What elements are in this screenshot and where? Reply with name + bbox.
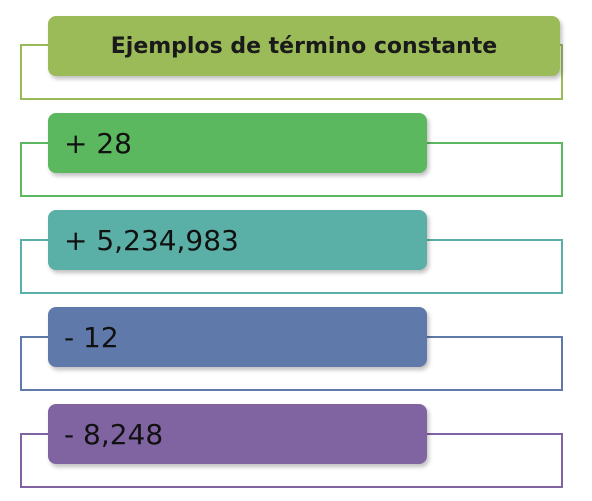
item-text: - 12 bbox=[64, 320, 119, 354]
item-text: - 8,248 bbox=[64, 417, 164, 451]
item-box: - 12 bbox=[48, 307, 427, 367]
title-text: Ejemplos de término constante bbox=[110, 33, 498, 59]
item-text: + 28 bbox=[64, 126, 132, 160]
item-box: + 28 bbox=[48, 113, 427, 173]
item-text: + 5,234,983 bbox=[64, 223, 239, 257]
title-box: Ejemplos de término constante bbox=[48, 16, 560, 76]
item-box: + 5,234,983 bbox=[48, 210, 427, 270]
item-box: - 8,248 bbox=[48, 404, 427, 464]
